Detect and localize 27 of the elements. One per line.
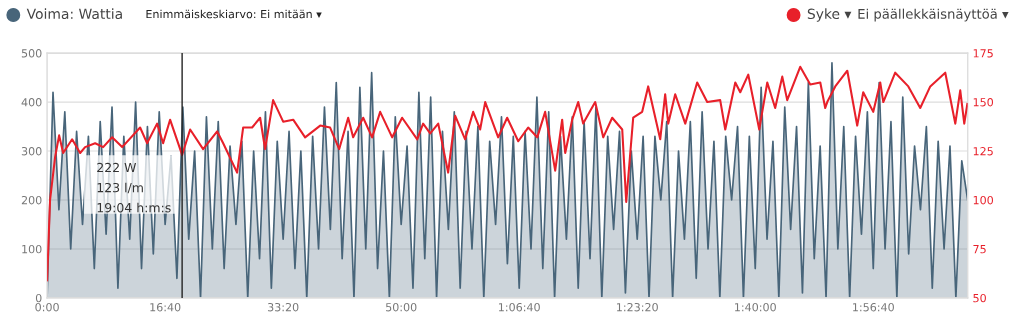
annotation: 19:04 h:m:s	[97, 202, 171, 213]
y-tick-label: 400	[21, 98, 42, 107]
legend-label: Syke ▾	[807, 8, 852, 22]
text: Enimmäiskeskiarvo: Ei mitään ▾	[146, 9, 322, 19]
y-tick-label: 500	[21, 49, 42, 58]
x-tick-label: 1:23:20	[617, 302, 658, 312]
x-tick-label: 1:56:40	[853, 302, 894, 312]
y2-tick-label: 50	[973, 293, 986, 303]
x-tick-label: 1:06:40	[499, 302, 540, 312]
y2-tick-label: 175	[973, 49, 993, 58]
x-tick-label: 33:20	[267, 302, 299, 312]
x-tick-label: 50:00	[386, 302, 417, 312]
y2-tick-label: 125	[973, 147, 993, 156]
y-tick-label: 200	[21, 195, 42, 205]
text: Ei päällekkäisnäyttöä ▾	[858, 8, 1009, 22]
x-tick-label: 1:40:00	[735, 302, 776, 312]
legend-label: Voima: Wattia	[26, 8, 122, 20]
y2-tick-label: 100	[973, 195, 994, 205]
y-tick-label: 300	[21, 147, 42, 156]
y-tick-label: 0	[35, 293, 42, 303]
y2-tick-label: 75	[973, 245, 986, 254]
y-tick-label: 100	[22, 244, 42, 254]
x-tick-label: 16:40	[150, 302, 181, 312]
annotation: 123 l/m	[97, 182, 143, 194]
x-tick-label: 0:00	[35, 302, 59, 312]
annotation: 222 W	[97, 162, 137, 173]
y2-tick-label: 150	[973, 98, 994, 107]
